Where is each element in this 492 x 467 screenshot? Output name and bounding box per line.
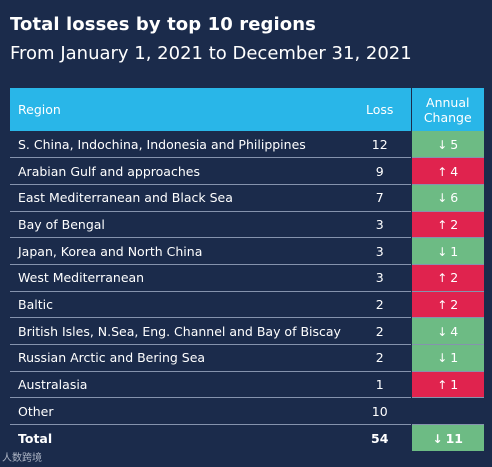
region-cell: Russian Arctic and Bering Sea [10, 344, 349, 372]
table-row: Japan, Korea and North China 3 ↓ 1 [10, 237, 484, 265]
arrow-up-icon: ↑ [437, 217, 448, 232]
region-cell: Australasia [10, 370, 349, 398]
table-row: Arabian Gulf and approaches 9 ↑ 4 [10, 157, 484, 185]
change-value: 2 [450, 270, 459, 286]
loss-cell: 3 [349, 237, 411, 265]
change-cell: ↓ 5 [410, 131, 484, 158]
table-header-row: Region Loss Annual Change [10, 88, 484, 131]
region-cell: Bay of Bengal [10, 210, 349, 238]
change-value: 4 [450, 323, 459, 339]
change-value: 4 [450, 163, 459, 179]
change-value: 11 [445, 430, 463, 446]
arrow-up-icon: ↑ [437, 378, 448, 393]
loss-cell: 3 [349, 210, 411, 238]
change-cell [410, 397, 484, 425]
arrow-up-icon: ↑ [437, 271, 448, 286]
arrow-down-icon: ↓ [437, 351, 448, 366]
arrow-up-icon: ↑ [437, 164, 448, 179]
total-label: Total [10, 424, 349, 452]
table-row: Australasia 1 ↑ 1 [10, 370, 484, 398]
arrow-up-icon: ↑ [437, 297, 448, 312]
table-row: S. China, Indochina, Indonesia and Phili… [10, 131, 484, 158]
total-row: Total 54 ↓ 11 [10, 424, 484, 452]
table-row: East Mediterranean and Black Sea 7 ↓ 6 [10, 183, 484, 212]
table-row: Bay of Bengal 3 ↑ 2 [10, 210, 484, 238]
region-cell: Baltic [10, 290, 349, 318]
region-cell: West Mediterranean [10, 263, 349, 292]
change-value: 2 [450, 216, 459, 232]
total-loss: 54 [349, 424, 411, 452]
arrow-down-icon: ↓ [437, 324, 448, 339]
table-row: Other 10 [10, 397, 484, 425]
change-value: 6 [450, 190, 459, 206]
column-header-annual-change: Annual Change [410, 88, 484, 131]
table-row: British Isles, N.Sea, Eng. Channel and B… [10, 317, 484, 345]
region-cell: British Isles, N.Sea, Eng. Channel and B… [10, 317, 349, 345]
arrow-down-icon: ↓ [437, 244, 448, 259]
loss-cell: 2 [349, 344, 411, 372]
change-value: 1 [450, 350, 459, 366]
loss-cell: 7 [349, 183, 411, 212]
region-cell: S. China, Indochina, Indonesia and Phili… [18, 136, 306, 152]
region-cell: Japan, Korea and North China [10, 237, 349, 265]
change-value: 2 [450, 296, 459, 312]
change-cell: ↑ 4 [410, 157, 484, 185]
table-row: West Mediterranean 3 ↑ 2 [10, 263, 484, 292]
change-cell: ↑ 2 [410, 210, 484, 238]
column-header-annual-change-label: Annual Change [423, 94, 472, 125]
loss-cell: 1 [349, 370, 411, 398]
change-value: 5 [450, 136, 459, 152]
chart-title: Total losses by top 10 regions [10, 14, 316, 35]
arrow-down-icon: ↓ [432, 431, 443, 446]
total-change: ↓ 11 [410, 424, 484, 452]
table-row: Baltic 2 ↑ 2 [10, 290, 484, 318]
loss-cell: 12 [371, 136, 388, 152]
loss-cell: 2 [349, 317, 411, 345]
change-cell: ↓ 1 [410, 237, 484, 265]
change-cell: ↑ 2 [410, 263, 484, 292]
change-value: 1 [450, 243, 459, 259]
arrow-down-icon: ↓ [437, 137, 448, 152]
loss-cell: 9 [349, 157, 411, 185]
table-row: Russian Arctic and Bering Sea 2 ↓ 1 [10, 344, 484, 372]
chart-subtitle: From January 1, 2021 to December 31, 202… [10, 43, 412, 64]
loss-cell: 10 [349, 397, 411, 425]
region-cell: Arabian Gulf and approaches [10, 157, 349, 185]
table-body: S. China, Indochina, Indonesia and Phili… [10, 131, 484, 452]
change-cell: ↑ 1 [410, 370, 484, 398]
loss-cell: 2 [349, 290, 411, 318]
losses-table: Region Loss Annual Change S. China, Indo… [10, 88, 484, 452]
arrow-down-icon: ↓ [437, 191, 448, 206]
change-cell: ↓ 6 [410, 183, 484, 212]
change-cell: ↑ 2 [410, 290, 484, 318]
watermark: 人数跨境 [2, 453, 42, 464]
region-cell: East Mediterranean and Black Sea [10, 183, 349, 212]
loss-cell: 3 [349, 263, 411, 292]
column-header-region: Region [10, 88, 349, 131]
column-header-loss: Loss [349, 88, 411, 131]
change-cell: ↓ 1 [410, 344, 484, 372]
change-value: 1 [450, 377, 459, 393]
region-cell: Other [10, 397, 349, 425]
change-cell: ↓ 4 [410, 317, 484, 345]
